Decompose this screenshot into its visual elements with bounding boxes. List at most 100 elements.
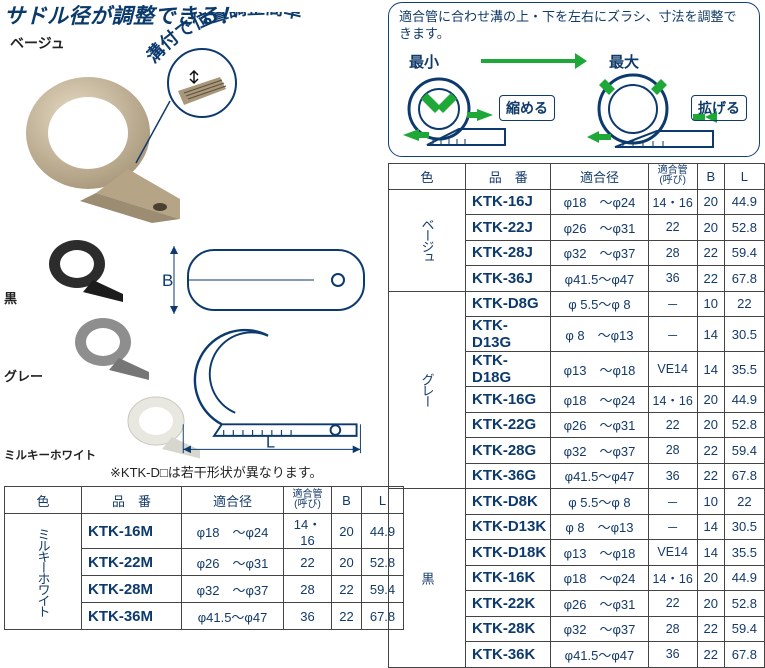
part: KTK-28J [466,240,551,266]
fit-diameter: φ41.5～φ47 [551,463,648,489]
dim-b: 22 [332,576,362,603]
th-dia: 適合径 [551,164,648,190]
fit-diameter: φ18 ～φ24 [551,387,648,413]
part: KTK-22M [82,549,182,576]
th-dia: 適合径 [182,487,284,514]
fit-diameter: φ32 ～φ37 [182,576,284,603]
product-main-illustration [10,43,240,228]
adjustment-caption: 適合管に合わせ溝の上・下を左右にズラシ、寸法を調整できます。 [399,9,749,43]
dim-l: 67.8 [724,642,764,668]
fit-diameter: φ26 ～φ31 [551,412,648,438]
dim-l: 22 [724,291,764,317]
fit-diameter: φ 8 ～φ13 [551,514,648,540]
fit-diameter: φ13 ～φ18 [551,352,648,387]
dim-l: 30.5 [724,317,764,352]
spec-table-main: 色 品 番 適合径 適合管(呼び) B L ベージュKTK-16Jφ18 ～φ2… [388,163,765,668]
shape-note: ※KTK-D□は若干形状が異なります。 [110,462,322,481]
color-group-label: グレー [389,291,466,489]
fit-pipe: 28 [648,616,697,642]
dim-b: 20 [697,412,724,438]
dim-l: 35.5 [724,540,764,566]
fit-pipe: 36 [284,603,332,630]
dim-l: 22 [724,489,764,515]
fit-pipe: 22 [648,215,697,241]
dim-l: 44.9 [724,387,764,413]
th-part: 品 番 [82,487,182,514]
fit-diameter: φ32 ～φ37 [551,616,648,642]
part: KTK-D13G [466,317,551,352]
fit-pipe: 28 [648,438,697,464]
dimension-diagram-b: B [160,236,375,326]
fit-pipe: － [648,317,697,352]
fit-diameter: φ 5.5～φ 8 [551,489,648,515]
svg-text:L: L [266,433,275,451]
part: KTK-22G [466,412,551,438]
part: KTK-16J [466,189,551,215]
part: KTK-28G [466,438,551,464]
fit-diameter: φ18 ～φ24 [551,565,648,591]
dim-b: 14 [697,352,724,387]
th-b: B [697,164,724,190]
dim-b: 20 [697,387,724,413]
fit-diameter: φ32 ～φ37 [551,438,648,464]
dim-l: 59.4 [724,616,764,642]
part: KTK-36M [82,603,182,630]
part: KTK-16G [466,387,551,413]
part: KTK-22K [466,591,551,617]
fit-diameter: φ 5.5～φ 8 [551,291,648,317]
th-l: L [724,164,764,190]
dim-b: 14 [697,514,724,540]
variant-black-illustration [27,232,127,302]
part: KTK-D13K [466,514,551,540]
fit-diameter: φ18 ～φ24 [182,514,284,549]
dim-b: 20 [332,549,362,576]
dim-l: 52.8 [724,591,764,617]
dim-b: 10 [697,489,724,515]
fit-pipe: VE14 [648,540,697,566]
fit-diameter: φ41.5～φ47 [551,642,648,668]
fit-pipe: － [648,489,697,515]
dim-l: 52.8 [724,412,764,438]
fit-pipe: 14・16 [648,565,697,591]
dimension-diagram-l: L [160,328,375,458]
part: KTK-16M [82,514,182,549]
fit-diameter: φ41.5～φ47 [182,603,284,630]
label-shrink: 縮める [499,95,555,121]
fit-pipe: 36 [648,463,697,489]
dim-b: 20 [697,591,724,617]
dim-b: 20 [332,514,362,549]
part: KTK-28M [82,576,182,603]
dim-b: 22 [697,240,724,266]
dim-b: 22 [332,603,362,630]
dim-l: 67.8 [724,266,764,292]
color-label-milky: ミルキーホワイト [4,447,96,463]
dim-l: 30.5 [724,514,764,540]
dim-b: 22 [697,642,724,668]
dim-l: 59.4 [724,240,764,266]
min-to-max-arrow-icon [477,53,587,69]
dim-l: 59.4 [724,438,764,464]
dim-b: 22 [697,266,724,292]
color-label-black: 黒 [4,288,17,307]
fit-pipe: 22 [648,412,697,438]
table-row: グレーKTK-D8Gφ 5.5～φ 8－1022 [389,291,765,317]
fit-diameter: φ32 ～φ37 [551,240,648,266]
dim-l: 44.9 [724,189,764,215]
dim-b: 10 [697,291,724,317]
th-part: 品 番 [466,164,551,190]
spec-table-milky: 色 品 番 適合径 適合管(呼び) B L ミルキーホワイトKTK-16Mφ18… [4,486,404,630]
fit-diameter: φ41.5～φ47 [551,266,648,292]
fit-pipe: 28 [284,576,332,603]
part: KTK-16K [466,565,551,591]
part: KTK-D18K [466,540,551,566]
part: KTK-36K [466,642,551,668]
fit-pipe: 22 [648,591,697,617]
fit-pipe: 22 [284,549,332,576]
fit-diameter: φ13 ～φ18 [551,540,648,566]
variant-grey-illustration [53,308,153,380]
dim-b: 20 [697,565,724,591]
table-row: ベージュKTK-16Jφ18 ～φ2414・162044.9 [389,189,765,215]
fit-pipe: 36 [648,642,697,668]
dim-b: 22 [697,616,724,642]
th-fit: 適合管(呼び) [648,164,697,190]
